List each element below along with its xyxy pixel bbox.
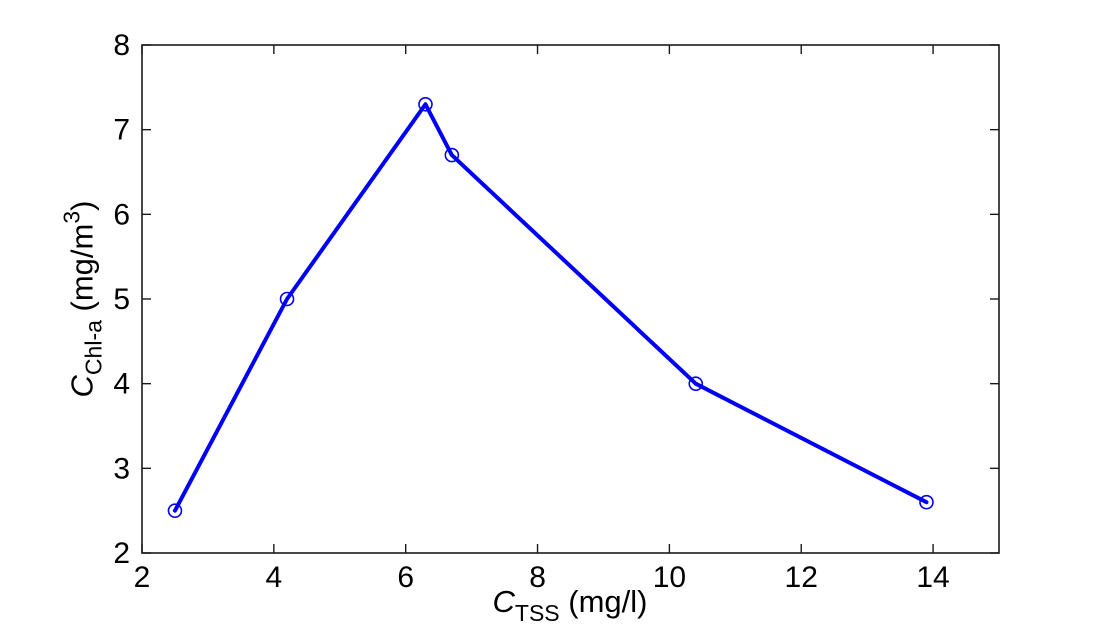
- xlabel-units: (mg/l): [559, 584, 648, 619]
- data-point-marker: [688, 376, 704, 391]
- y-tick-label: 7: [113, 114, 130, 147]
- y-tick-label: 4: [113, 368, 130, 401]
- x-tick-label: 6: [397, 561, 414, 594]
- plot-box: [141, 44, 1000, 554]
- y-tick-label: 8: [113, 29, 130, 62]
- y-tick-label: 2: [113, 537, 130, 570]
- x-tick-label: 8: [529, 561, 546, 594]
- x-tick-label: 10: [653, 561, 686, 594]
- y-tick-label: 6: [113, 198, 130, 231]
- ylabel-superscript: 3: [58, 210, 85, 224]
- data-point-marker: [444, 147, 460, 163]
- x-tick-label: 14: [916, 561, 949, 594]
- x-axis-label: CTSS (mg/l): [492, 584, 648, 625]
- xlabel-variable: C: [492, 584, 515, 619]
- x-tick-label: 12: [785, 561, 818, 594]
- xlabel-subscript: TSS: [514, 600, 560, 626]
- ylabel-units-pre: (mg/m: [64, 223, 100, 321]
- x-tick-label: 2: [134, 561, 151, 594]
- data-point-marker: [279, 291, 295, 307]
- ylabel-subscript: Chl-a: [80, 320, 107, 376]
- y-tick-label: 3: [113, 452, 130, 485]
- ylabel-units-post: ): [64, 200, 100, 211]
- ylabel-variable: C: [64, 375, 100, 398]
- data-point-marker: [418, 96, 433, 112]
- y-tick-label: 5: [113, 283, 130, 316]
- x-tick-label: 4: [266, 561, 283, 594]
- y-axis-label: CChl-a (mg/m3): [59, 200, 107, 398]
- data-point-marker: [167, 503, 183, 518]
- series-line: [172, 102, 929, 513]
- data-point-marker: [919, 494, 934, 510]
